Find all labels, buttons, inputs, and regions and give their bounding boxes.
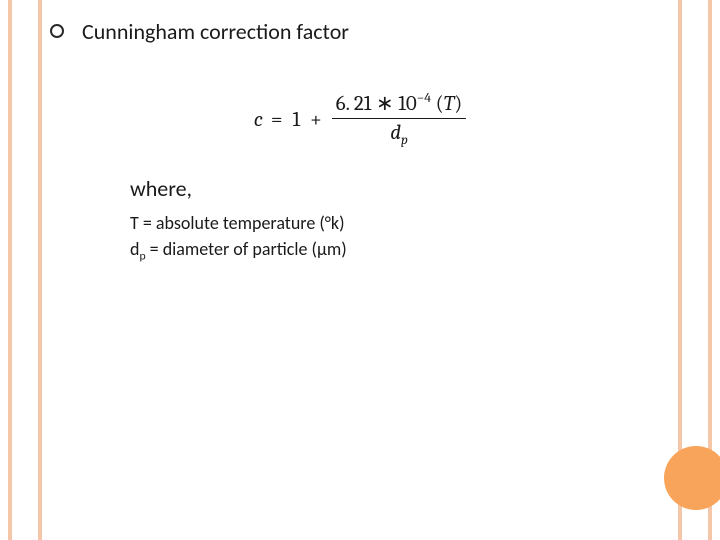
eq-num-base: 10	[398, 92, 416, 116]
def-d-mid: =	[146, 238, 163, 260]
eq-equals: =	[271, 108, 283, 132]
eq-denominator: dp	[386, 121, 412, 149]
eq-num-var: T	[444, 92, 455, 116]
accent-circle	[664, 446, 720, 510]
equation: c = 1 + 6. 21 ∗ 10−4 (T) dp	[254, 91, 467, 149]
eq-lhs: c	[254, 108, 263, 132]
eq-fraction: 6. 21 ∗ 10−4 (T) dp	[332, 91, 467, 149]
eq-den-sub: p	[401, 133, 408, 148]
eq-num-coeff: 6. 21	[336, 92, 372, 116]
bullet-icon	[50, 24, 64, 38]
def-t-rest: absolute temperature (°k)	[156, 212, 345, 234]
eq-den-var: d	[390, 121, 401, 145]
left-stripe-inner	[38, 0, 42, 540]
where-label: where,	[130, 175, 670, 202]
left-stripe-outer	[8, 0, 12, 540]
eq-num-times: ∗	[376, 92, 394, 116]
eq-numerator: 6. 21 ∗ 10−4 (T)	[332, 91, 467, 116]
def-temperature: T = absolute temperature (°k)	[130, 212, 670, 234]
def-t-prefix: T =	[130, 212, 156, 234]
eq-num-exp: −4	[417, 91, 431, 106]
equation-container: c = 1 + 6. 21 ∗ 10−4 (T) dp	[50, 91, 670, 149]
eq-plus: +	[310, 108, 322, 132]
def-d-rest: diameter of particle (µm)	[163, 238, 347, 260]
where-block: where, T = absolute temperature (°k) dp …	[130, 175, 670, 264]
def-diameter: dp = diameter of particle (µm)	[130, 238, 670, 264]
slide-content: Cunningham correction factor c = 1 + 6. …	[50, 18, 670, 268]
eq-fraction-bar	[332, 118, 467, 119]
eq-num-open: (	[436, 92, 444, 116]
eq-num-close: )	[454, 92, 462, 116]
bullet-text: Cunningham correction factor	[82, 18, 349, 45]
bullet-item: Cunningham correction factor	[50, 18, 670, 45]
eq-one: 1	[292, 108, 300, 132]
